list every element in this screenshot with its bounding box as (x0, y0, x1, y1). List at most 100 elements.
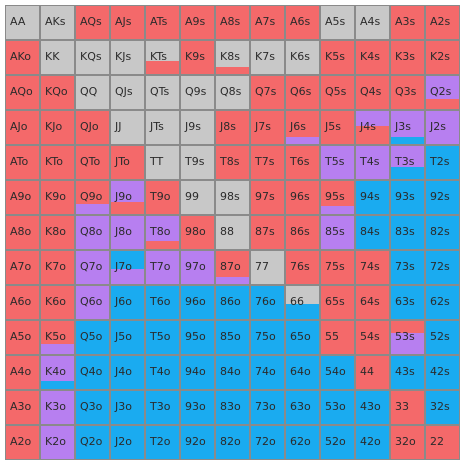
hand-cell[interactable]: K5s (320, 40, 355, 75)
hand-cell[interactable]: 62o (285, 425, 320, 460)
hand-cell[interactable]: 42o (355, 425, 390, 460)
hand-cell[interactable]: 32o (390, 425, 425, 460)
hand-cell[interactable]: Q2o (75, 425, 110, 460)
hand-cell[interactable]: K9o (40, 180, 75, 215)
hand-cell[interactable]: AJs (110, 5, 145, 40)
hand-cell[interactable]: K7o (40, 250, 75, 285)
hand-cell[interactable]: Q4s (355, 75, 390, 110)
hand-cell[interactable]: QJs (110, 75, 145, 110)
hand-cell[interactable]: J7s (250, 110, 285, 145)
hand-cell[interactable]: A3s (390, 5, 425, 40)
hand-cell[interactable]: K2o (40, 425, 75, 460)
hand-cell[interactable]: 53s (390, 320, 425, 355)
hand-cell[interactable]: 63s (390, 285, 425, 320)
hand-cell[interactable]: 87o (215, 250, 250, 285)
hand-cell[interactable]: 65s (320, 285, 355, 320)
hand-cell[interactable]: A4s (355, 5, 390, 40)
hand-cell[interactable]: 73o (250, 390, 285, 425)
hand-cell[interactable]: T5s (320, 145, 355, 180)
hand-cell[interactable]: 96s (285, 180, 320, 215)
hand-cell[interactable]: T6s (285, 145, 320, 180)
hand-cell[interactable]: A2o (5, 425, 40, 460)
hand-cell[interactable]: J4o (110, 355, 145, 390)
hand-cell[interactable]: Q8o (75, 215, 110, 250)
hand-cell[interactable]: ATs (145, 5, 180, 40)
hand-cell[interactable]: KJo (40, 110, 75, 145)
hand-cell[interactable]: Q9s (180, 75, 215, 110)
hand-cell[interactable]: 82o (215, 425, 250, 460)
hand-cell[interactable]: J8s (215, 110, 250, 145)
hand-cell[interactable]: KTo (40, 145, 75, 180)
hand-cell[interactable]: 76o (250, 285, 285, 320)
hand-cell[interactable]: 86o (215, 285, 250, 320)
hand-cell[interactable]: A8s (215, 5, 250, 40)
hand-cell[interactable]: 99 (180, 180, 215, 215)
hand-cell[interactable]: AKo (5, 40, 40, 75)
hand-cell[interactable]: 82s (425, 215, 460, 250)
hand-cell[interactable]: A3o (5, 390, 40, 425)
hand-cell[interactable]: KTs (145, 40, 180, 75)
hand-cell[interactable]: K3o (40, 390, 75, 425)
hand-cell[interactable]: JTo (110, 145, 145, 180)
hand-cell[interactable]: 53o (320, 390, 355, 425)
hand-cell[interactable]: Q3o (75, 390, 110, 425)
hand-cell[interactable]: J6o (110, 285, 145, 320)
hand-cell[interactable]: 84o (215, 355, 250, 390)
hand-cell[interactable]: 54o (320, 355, 355, 390)
hand-cell[interactable]: J2s (425, 110, 460, 145)
hand-cell[interactable]: 84s (355, 215, 390, 250)
hand-cell[interactable]: 93s (390, 180, 425, 215)
hand-cell[interactable]: Q7o (75, 250, 110, 285)
hand-cell[interactable]: 43s (390, 355, 425, 390)
hand-cell[interactable]: Q3s (390, 75, 425, 110)
hand-cell[interactable]: 98s (215, 180, 250, 215)
hand-cell[interactable]: 85s (320, 215, 355, 250)
hand-cell[interactable]: QTs (145, 75, 180, 110)
hand-cell[interactable]: A9o (5, 180, 40, 215)
hand-cell[interactable]: Q5s (320, 75, 355, 110)
hand-cell[interactable]: 72o (250, 425, 285, 460)
hand-cell[interactable]: J8o (110, 215, 145, 250)
hand-cell[interactable]: 77 (250, 250, 285, 285)
hand-cell[interactable]: T5o (145, 320, 180, 355)
hand-cell[interactable]: A8o (5, 215, 40, 250)
hand-cell[interactable]: Q6s (285, 75, 320, 110)
hand-cell[interactable]: 66 (285, 285, 320, 320)
hand-cell[interactable]: J6s (285, 110, 320, 145)
hand-cell[interactable]: K8o (40, 215, 75, 250)
hand-cell[interactable]: 93o (180, 390, 215, 425)
hand-cell[interactable]: 64o (285, 355, 320, 390)
hand-cell[interactable]: J9s (180, 110, 215, 145)
hand-cell[interactable]: QJo (75, 110, 110, 145)
hand-cell[interactable]: A6s (285, 5, 320, 40)
hand-cell[interactable]: 33 (390, 390, 425, 425)
hand-cell[interactable]: KJs (110, 40, 145, 75)
hand-cell[interactable]: JTs (145, 110, 180, 145)
hand-cell[interactable]: A2s (425, 5, 460, 40)
hand-cell[interactable]: T3s (390, 145, 425, 180)
hand-cell[interactable]: Q7s (250, 75, 285, 110)
hand-cell[interactable]: AQo (5, 75, 40, 110)
hand-cell[interactable]: 65o (285, 320, 320, 355)
hand-cell[interactable]: K7s (250, 40, 285, 75)
hand-cell[interactable]: KK (40, 40, 75, 75)
hand-cell[interactable]: QTo (75, 145, 110, 180)
hand-cell[interactable]: A4o (5, 355, 40, 390)
hand-cell[interactable]: A7o (5, 250, 40, 285)
hand-cell[interactable]: T7s (250, 145, 285, 180)
hand-cell[interactable]: A9s (180, 5, 215, 40)
hand-cell[interactable]: Q9o (75, 180, 110, 215)
hand-cell[interactable]: AA (5, 5, 40, 40)
hand-cell[interactable]: 87s (250, 215, 285, 250)
hand-cell[interactable]: Q4o (75, 355, 110, 390)
hand-cell[interactable]: AKs (40, 5, 75, 40)
hand-cell[interactable]: 62s (425, 285, 460, 320)
hand-cell[interactable]: JJ (110, 110, 145, 145)
hand-cell[interactable]: QQ (75, 75, 110, 110)
hand-cell[interactable]: J5o (110, 320, 145, 355)
hand-cell[interactable]: 63o (285, 390, 320, 425)
hand-cell[interactable]: K5o (40, 320, 75, 355)
hand-cell[interactable]: T9s (180, 145, 215, 180)
hand-cell[interactable]: J4s (355, 110, 390, 145)
hand-cell[interactable]: 85o (215, 320, 250, 355)
